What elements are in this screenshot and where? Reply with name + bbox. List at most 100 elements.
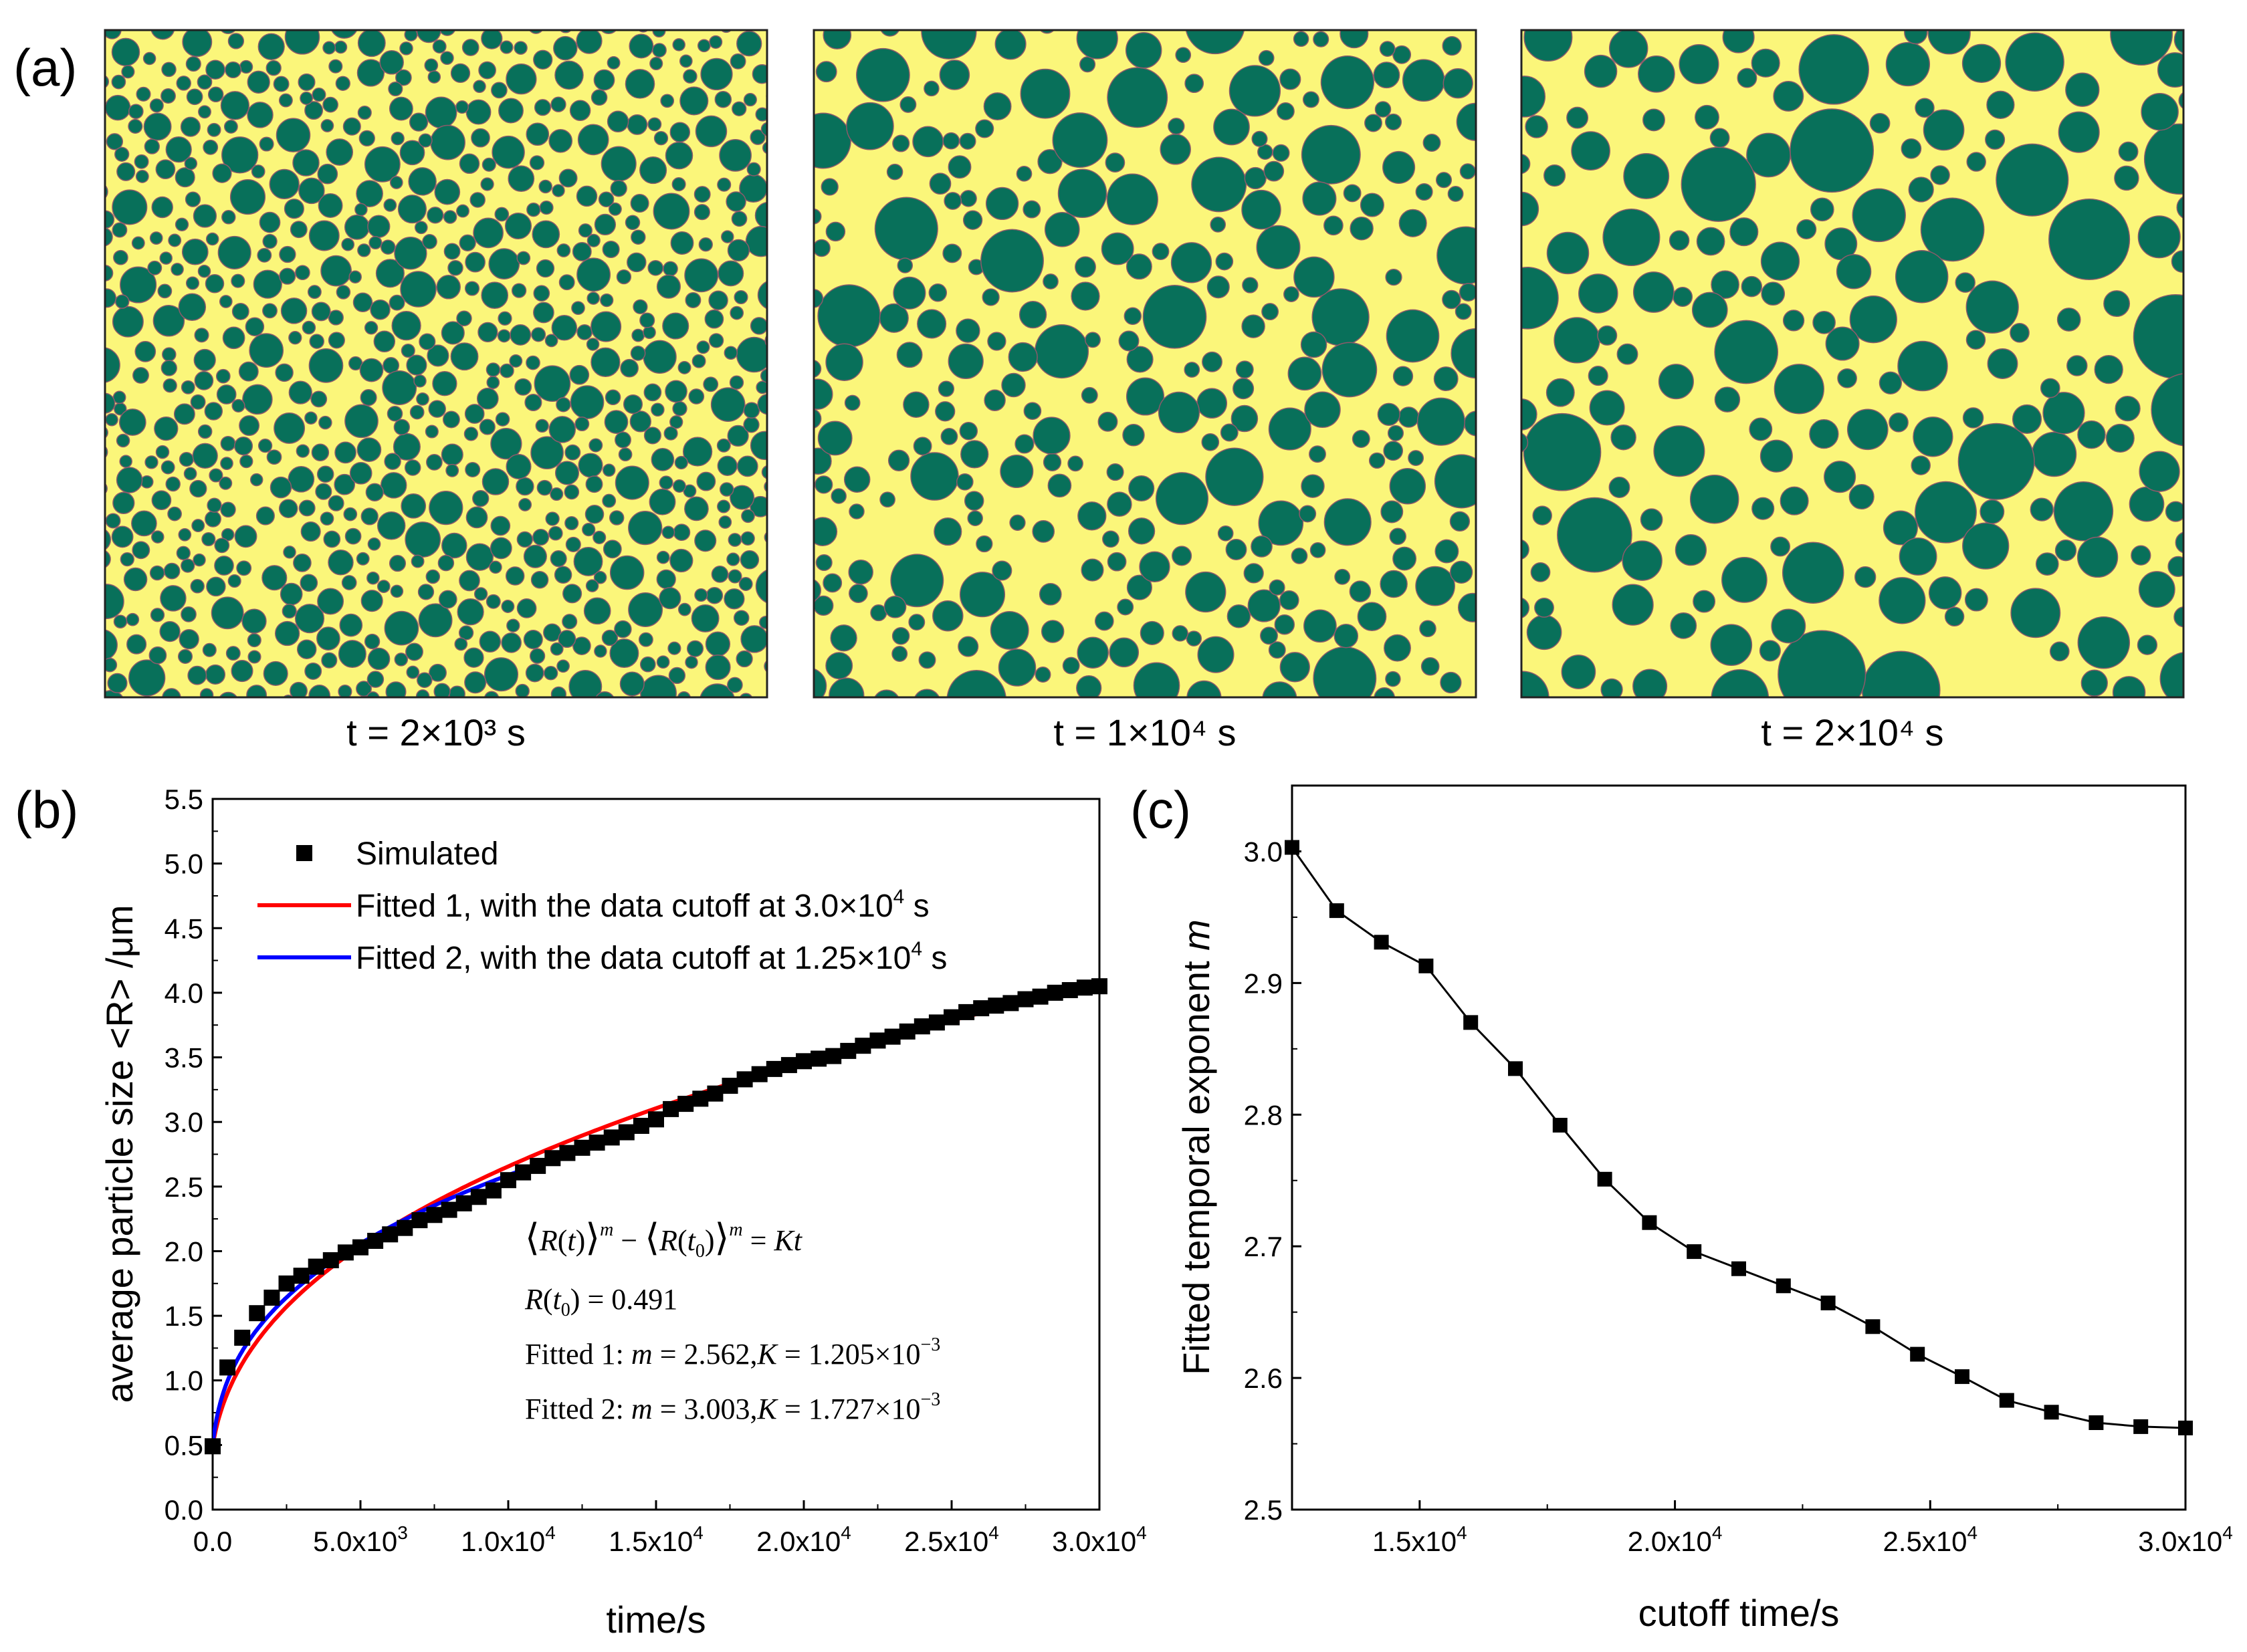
particle: [1759, 439, 1793, 473]
particle: [105, 347, 120, 383]
particle: [2077, 420, 2106, 449]
particle: [1260, 626, 1278, 645]
chart-b-simulated-point: [234, 1329, 251, 1346]
particle: [411, 554, 425, 568]
particle: [241, 608, 267, 634]
particle: [384, 453, 401, 470]
particle: [544, 334, 558, 348]
particle: [481, 468, 510, 495]
particle: [1588, 366, 1608, 386]
particle: [437, 554, 455, 572]
particle: [506, 618, 520, 632]
particle: [465, 506, 488, 529]
particle: [1379, 41, 1396, 57]
particle: [231, 273, 245, 288]
particle: [219, 295, 233, 308]
particle: [574, 417, 590, 432]
particle: [874, 689, 899, 697]
particle: [427, 70, 441, 84]
chart-b-x-tick-label: 1.0x104: [461, 1522, 556, 1557]
particle: [529, 648, 546, 664]
particle: [1373, 62, 1400, 89]
particle: [418, 603, 453, 638]
particle: [445, 463, 459, 477]
particle: [1196, 388, 1228, 419]
particle: [602, 493, 617, 508]
particle: [1640, 508, 1663, 532]
particle: [1392, 45, 1412, 64]
particle: [1139, 551, 1170, 582]
particle: [182, 30, 213, 57]
particle: [1062, 657, 1080, 675]
particle: [1291, 548, 1308, 564]
particle: [288, 331, 302, 345]
particle: [578, 453, 603, 478]
particle: [464, 404, 485, 424]
particle: [278, 499, 298, 518]
particle: [647, 117, 662, 132]
particle: [490, 537, 512, 560]
particle: [239, 454, 253, 469]
particle: [113, 614, 128, 628]
particle: [741, 509, 755, 523]
particle: [918, 651, 936, 669]
particle: [138, 30, 142, 31]
particle: [426, 454, 443, 471]
particle: [2053, 481, 2114, 542]
particle: [572, 636, 591, 655]
particle: [203, 139, 219, 155]
particle: [395, 69, 412, 86]
particle: [1523, 412, 1602, 491]
particle: [262, 303, 278, 319]
particle: [1081, 386, 1098, 404]
particle: [594, 644, 607, 658]
chart-b-simulated-point: [278, 1275, 295, 1292]
particle: [273, 76, 290, 92]
particle: [1962, 407, 1984, 429]
particle: [729, 375, 744, 390]
particle: [534, 99, 552, 116]
particle: [531, 327, 546, 342]
chart-b-y-tick-label: 2.5: [165, 1171, 203, 1203]
particle: [1521, 671, 1549, 697]
particle: [307, 285, 322, 300]
particle: [2012, 404, 2042, 434]
particle: [293, 554, 312, 572]
particle: [572, 241, 592, 261]
particle: [562, 584, 582, 604]
particle: [1773, 80, 1804, 112]
particle: [2167, 556, 2183, 578]
particle: [730, 53, 746, 70]
particle: [724, 588, 745, 610]
legend-marker-simulated: [296, 845, 312, 861]
particle: [209, 468, 223, 483]
particle: [585, 579, 599, 592]
particle: [2137, 215, 2181, 259]
equation-fitted-2: Fitted 2: m = 3.003,K = 1.727×10−3: [525, 1389, 940, 1425]
chart-b-simulated-point: [677, 1096, 694, 1112]
particle: [177, 648, 193, 664]
particle: [529, 155, 545, 170]
particle: [315, 483, 332, 500]
particle: [670, 231, 694, 255]
particle: [1385, 268, 1402, 286]
particle: [586, 291, 600, 305]
particle: [225, 646, 241, 661]
chart-b-simulated-point: [1032, 988, 1049, 1005]
particle: [1122, 424, 1145, 447]
particle: [727, 239, 750, 262]
particle: [105, 513, 121, 529]
chart-b-x-tick-label: 2.5x104: [904, 1522, 999, 1557]
particle: [831, 488, 847, 504]
particle: [368, 235, 383, 250]
particle: [1118, 330, 1140, 352]
particle: [126, 634, 147, 655]
particle: [211, 596, 244, 630]
particle: [131, 236, 145, 250]
particle: [1689, 474, 1739, 524]
particle: [1279, 652, 1310, 683]
particle: [554, 60, 584, 90]
chart-b-simulated-point: [500, 1172, 516, 1189]
particle: [312, 88, 326, 102]
particle: [984, 389, 1006, 411]
